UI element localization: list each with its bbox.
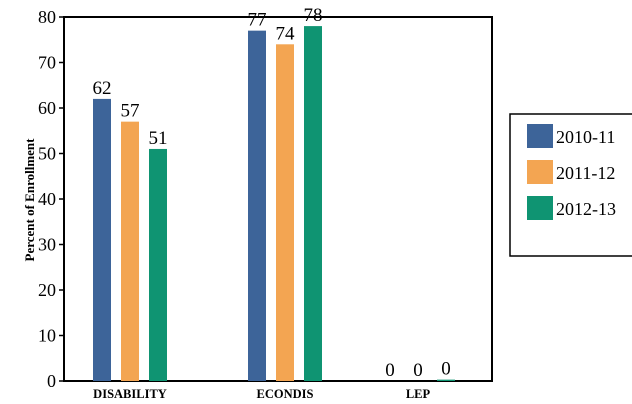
y-tick-label: 40 <box>38 189 56 209</box>
plot-area: 0 10 20 30 40 50 60 70 80 62 57 51 DISABILITY 77 74 78 E… <box>38 5 493 401</box>
y-tick-label: 70 <box>38 53 56 73</box>
y-tick-label: 60 <box>38 98 56 118</box>
data-label: 0 <box>413 360 423 381</box>
x-category-label: DISABILITY <box>93 387 167 401</box>
bar <box>121 121 139 382</box>
legend-swatch <box>527 196 553 220</box>
data-label: 78 <box>304 5 323 26</box>
bar <box>437 379 455 381</box>
data-label: 62 <box>93 78 112 99</box>
bar <box>276 44 294 382</box>
x-category-label: LEP <box>406 387 431 401</box>
data-label: 51 <box>149 128 168 149</box>
data-label: 57 <box>121 101 140 122</box>
bar <box>248 30 266 382</box>
y-tick-label: 50 <box>38 144 56 164</box>
data-label: 74 <box>276 23 296 44</box>
y-axis-title: Percent of Enrollment <box>22 138 37 262</box>
legend-label: 2010-11 <box>556 127 615 147</box>
y-tick-label: 80 <box>38 7 56 27</box>
legend-label: 2011-12 <box>556 163 615 183</box>
y-tick-label: 10 <box>38 326 56 346</box>
bar <box>149 148 167 381</box>
legend: 2010-11 2011-12 2012-13 <box>509 113 632 257</box>
y-tick-label: 0 <box>47 371 56 391</box>
data-label: 0 <box>385 360 395 381</box>
y-tick-label: 30 <box>38 235 56 255</box>
bar <box>93 98 111 382</box>
legend-swatch <box>527 124 553 148</box>
data-label: 77 <box>248 10 267 31</box>
legend-label: 2012-13 <box>556 199 616 219</box>
y-tick-label: 20 <box>38 280 56 300</box>
legend-frame <box>509 113 632 257</box>
data-label: 0 <box>441 359 451 380</box>
x-category-label: ECONDIS <box>257 387 314 401</box>
legend-swatch <box>527 160 553 184</box>
bar <box>304 26 322 381</box>
